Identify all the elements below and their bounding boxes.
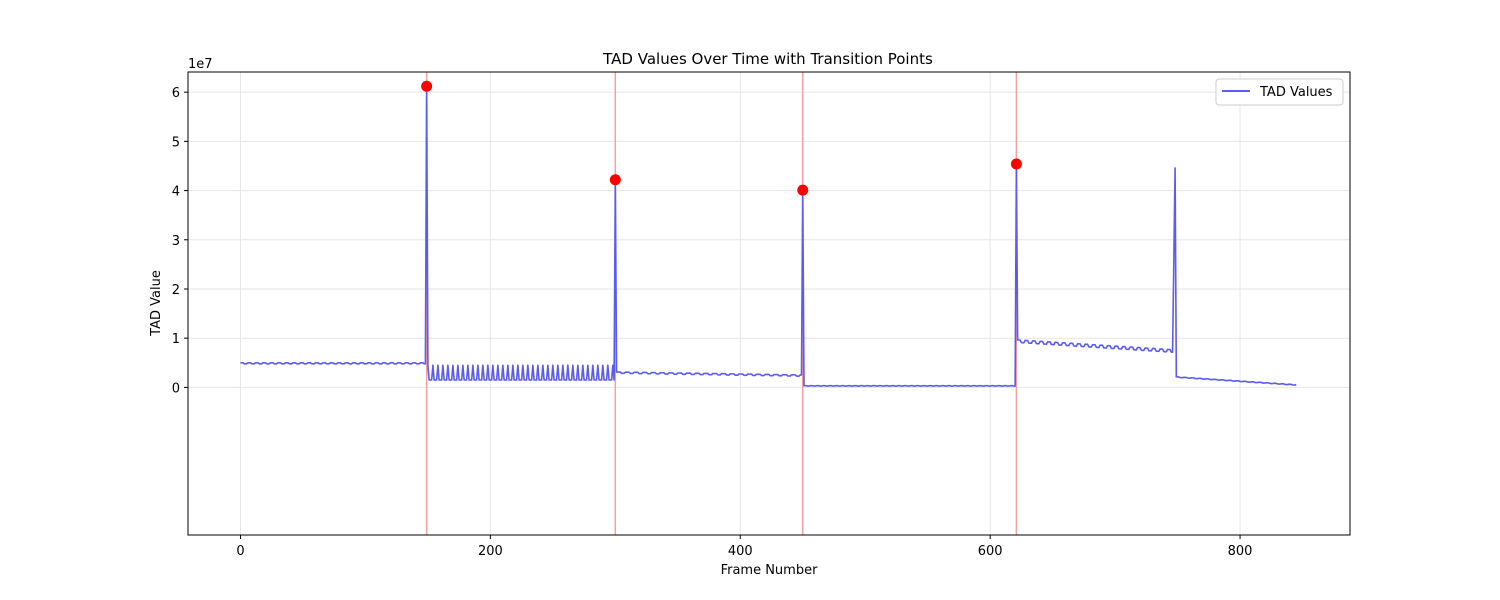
x-tick-label: 0 — [236, 544, 244, 559]
y-tick-label: 1 — [172, 332, 180, 347]
y-tick-label: 6 — [172, 86, 180, 101]
y-tick-label: 5 — [172, 135, 180, 150]
transition-marker — [1010, 158, 1022, 170]
y-offset-label: 1e7 — [188, 57, 213, 72]
chart-title: TAD Values Over Time with Transition Poi… — [602, 50, 933, 68]
grid — [188, 72, 1350, 535]
transition-marker — [797, 184, 809, 196]
transition-markers — [421, 80, 1022, 196]
y-tick-label: 3 — [172, 234, 180, 249]
legend-box — [1215, 78, 1344, 106]
y-axis-label: TAD Value — [149, 270, 164, 337]
x-axis-label: Frame Number — [721, 563, 819, 578]
x-tick-label: 800 — [1228, 544, 1253, 559]
x-tick-label: 600 — [978, 544, 1003, 559]
x-tick-label: 400 — [728, 544, 753, 559]
legend-label: TAD Values — [1259, 85, 1333, 100]
series-group — [240, 85, 1297, 387]
y-tick-label: 2 — [172, 283, 180, 298]
y-tick-label: 4 — [172, 185, 180, 200]
transition-marker — [609, 174, 621, 186]
y-tick-label: 0 — [172, 381, 180, 396]
x-tick-label: 200 — [478, 544, 503, 559]
series-line — [240, 85, 1297, 387]
x-axis: 0 200 400 600 800 — [236, 535, 1252, 559]
plot-frame — [187, 71, 1351, 536]
legend: TAD Values — [1215, 78, 1344, 106]
transition-marker — [421, 80, 433, 92]
y-axis: 0 1 2 3 4 5 6 — [172, 86, 188, 396]
